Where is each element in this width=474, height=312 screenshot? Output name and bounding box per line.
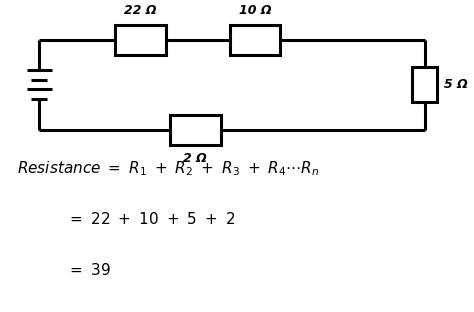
Text: 2 Ω: 2 Ω: [183, 152, 207, 165]
Text: $\mathbf{\mathit{=\ 39}}$: $\mathbf{\mathit{=\ 39}}$: [67, 262, 111, 278]
Bar: [230, 25, 280, 55]
Text: 5 Ω: 5 Ω: [444, 78, 468, 91]
Text: 10 Ω: 10 Ω: [239, 4, 271, 17]
Bar: [115, 25, 165, 55]
Text: $\mathbf{\mathit{Resistance}}$$\mathbf{\mathit{\ =\ R_1\ +\ R_2\ +\ R_3\ +\ R_4 : $\mathbf{\mathit{Resistance}}$$\mathbf{\…: [17, 159, 319, 178]
Bar: [170, 115, 220, 144]
Bar: [412, 67, 437, 102]
Text: $\mathbf{\mathit{=\ 22\ +\ 10\ +\ 5\ +\ 2}}$: $\mathbf{\mathit{=\ 22\ +\ 10\ +\ 5\ +\ …: [67, 212, 235, 227]
Text: 22 Ω: 22 Ω: [124, 4, 156, 17]
